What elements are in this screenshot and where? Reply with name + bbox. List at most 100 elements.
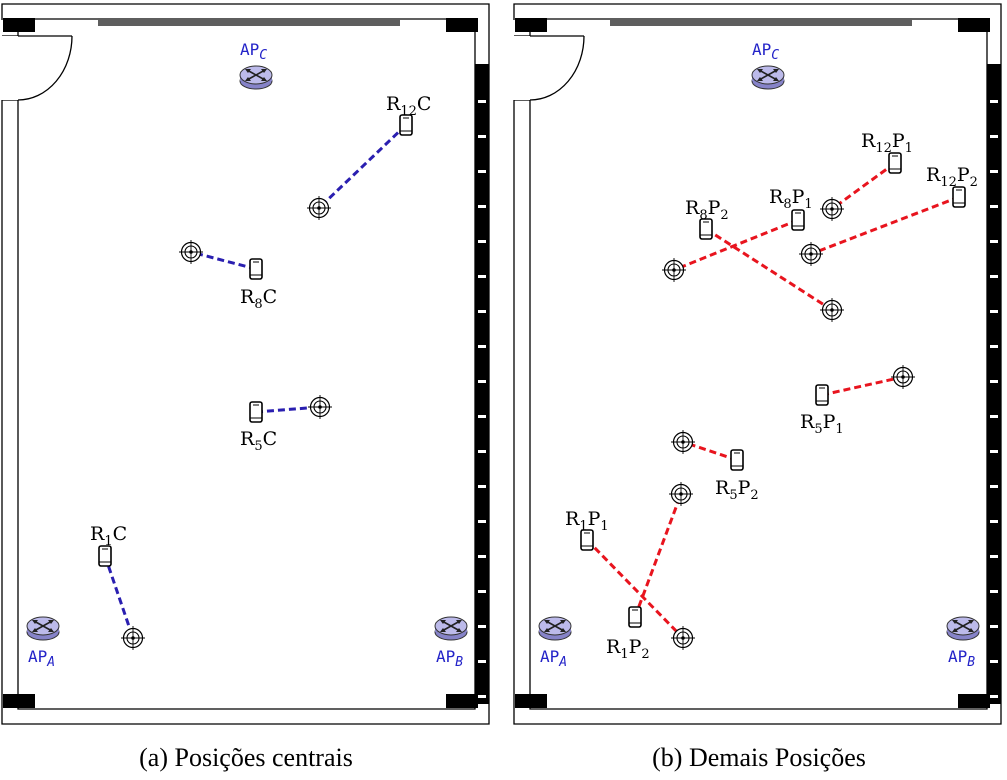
ap-a-label: APA bbox=[540, 647, 567, 670]
target-icon bbox=[890, 364, 916, 390]
window-gap bbox=[478, 275, 486, 278]
target-icon bbox=[120, 625, 146, 651]
window-gap bbox=[990, 415, 998, 418]
link-r8p1 bbox=[673, 218, 799, 272]
router-icon bbox=[946, 616, 980, 641]
window-gap bbox=[990, 100, 998, 103]
window-gap bbox=[990, 240, 998, 243]
window-gap bbox=[990, 345, 998, 348]
phone-icon bbox=[98, 545, 112, 567]
device-label-r5p1: R5P1 bbox=[800, 411, 844, 437]
target-icon bbox=[178, 239, 204, 265]
window-gap bbox=[990, 625, 998, 628]
window-gap bbox=[478, 555, 486, 558]
ap-a-label: APA bbox=[28, 647, 55, 670]
target-icon bbox=[798, 241, 824, 267]
link-r8p2 bbox=[705, 227, 833, 312]
device-label-r8c: R8C bbox=[240, 286, 277, 312]
window-gap bbox=[478, 660, 486, 663]
window-gap bbox=[478, 380, 486, 383]
window-gap bbox=[478, 695, 486, 698]
router-icon bbox=[239, 65, 273, 90]
room-outline bbox=[513, 3, 1002, 725]
phone-icon bbox=[730, 449, 744, 471]
window-gap bbox=[478, 310, 486, 313]
target-icon bbox=[668, 481, 694, 507]
window-gap bbox=[478, 240, 486, 243]
link-r12p2 bbox=[810, 195, 960, 256]
ap-c: APC bbox=[239, 40, 273, 90]
router-icon bbox=[751, 65, 785, 90]
ap-c-label: APC bbox=[752, 40, 779, 63]
router-icon bbox=[26, 616, 60, 641]
link-r12p1 bbox=[831, 161, 896, 211]
device-label-r12p1: R12P1 bbox=[861, 130, 913, 156]
caption-a: (a) Posições centrais bbox=[139, 743, 353, 772]
phone-icon bbox=[791, 209, 805, 231]
caption-b: (b) Demais Posições bbox=[652, 743, 866, 772]
target-icon bbox=[306, 195, 332, 221]
device-label-r12c: R12C bbox=[386, 93, 431, 119]
device-label-r1c: R1C bbox=[90, 523, 127, 549]
window-gap bbox=[478, 135, 486, 138]
ap-c-name: AP bbox=[240, 40, 259, 59]
ap-a-name: AP bbox=[28, 647, 47, 666]
device-label-r8p1: R8P1 bbox=[769, 186, 813, 212]
ap-c: APC bbox=[751, 40, 785, 90]
ap-b-name: AP bbox=[436, 647, 455, 666]
phone-icon bbox=[815, 384, 829, 406]
phone-icon bbox=[628, 606, 642, 628]
window-gap bbox=[990, 660, 998, 663]
window-gap bbox=[478, 345, 486, 348]
window-gap bbox=[990, 275, 998, 278]
link-r12c bbox=[317, 123, 408, 210]
ap-a: APA bbox=[538, 616, 572, 670]
device-label-r5c: R5C bbox=[240, 428, 277, 454]
link-r1p2 bbox=[633, 493, 683, 618]
phone-icon bbox=[249, 258, 263, 280]
window-gap bbox=[478, 590, 486, 593]
window-gap bbox=[990, 170, 998, 173]
ap-b-label: APB bbox=[948, 647, 975, 670]
window-gap bbox=[990, 590, 998, 593]
window-gap bbox=[478, 415, 486, 418]
window-gap bbox=[990, 695, 998, 698]
link-r8c bbox=[190, 250, 257, 271]
target-icon bbox=[661, 257, 687, 283]
window-gap bbox=[990, 450, 998, 453]
link-r5p1 bbox=[821, 375, 904, 397]
phone-icon bbox=[952, 186, 966, 208]
link-r1p1 bbox=[585, 538, 685, 640]
target-icon bbox=[819, 196, 845, 222]
window-gap bbox=[478, 450, 486, 453]
ap-c-sub: C bbox=[259, 48, 267, 63]
phone-icon bbox=[888, 152, 902, 174]
window-gap bbox=[478, 205, 486, 208]
window-gap bbox=[990, 135, 998, 138]
ap-b-sub: B bbox=[455, 655, 463, 670]
target-icon bbox=[307, 394, 333, 420]
ap-c-label: APC bbox=[240, 40, 267, 63]
ap-a-sub: A bbox=[46, 655, 55, 670]
phone-icon bbox=[249, 401, 263, 423]
window-gap bbox=[990, 205, 998, 208]
link-r1c bbox=[103, 555, 135, 639]
device-label-r8p2: R8P2 bbox=[685, 197, 729, 223]
window-gap bbox=[478, 100, 486, 103]
window-gap bbox=[478, 170, 486, 173]
ap-b: APB bbox=[434, 616, 468, 670]
target-icon bbox=[670, 429, 696, 455]
ap-b: APB bbox=[946, 616, 980, 670]
window-gap bbox=[990, 555, 998, 558]
links-layer bbox=[103, 123, 408, 639]
window-gap bbox=[990, 310, 998, 313]
window-segments bbox=[990, 100, 998, 698]
router-icon bbox=[434, 616, 468, 641]
ap-b-label: APB bbox=[436, 647, 463, 670]
target-icon bbox=[819, 297, 845, 323]
window-gap bbox=[478, 520, 486, 523]
window-segments bbox=[478, 100, 486, 698]
panel-other-positions: APC APA APB R12P1 R12P2 R8P2 R8P1 bbox=[513, 3, 1002, 772]
device-label-r1p2: R1P2 bbox=[606, 636, 650, 662]
